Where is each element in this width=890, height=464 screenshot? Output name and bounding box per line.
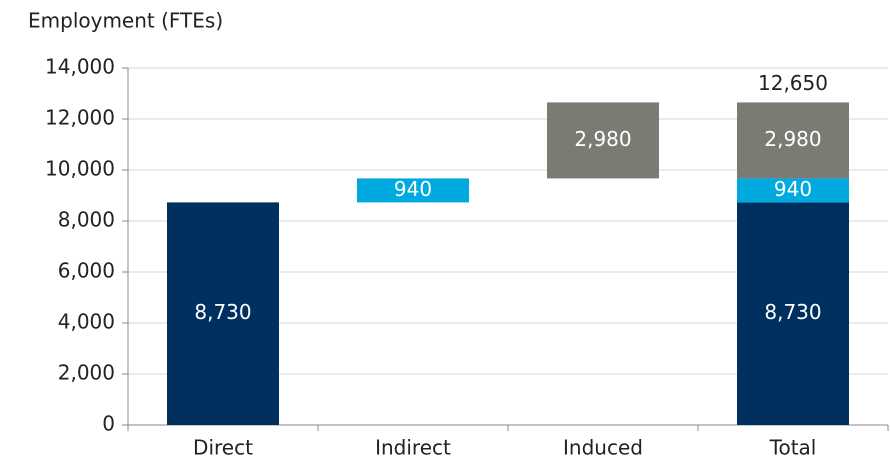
x-tick-label: Total	[769, 436, 817, 460]
y-tick-label: 6,000	[58, 259, 115, 283]
bar-label: 2,980	[764, 127, 821, 151]
bar	[737, 102, 849, 179]
bar	[167, 202, 279, 425]
bar	[737, 178, 849, 203]
bar	[737, 202, 849, 425]
y-tick-label: 4,000	[58, 310, 115, 334]
x-tick-label: Direct	[193, 436, 253, 460]
bar-label: 8,730	[194, 300, 251, 324]
total-label: 12,650	[758, 71, 828, 95]
bar-label: 2,980	[574, 127, 631, 151]
y-tick-label: 14,000	[45, 55, 115, 79]
y-tick-label: 2,000	[58, 361, 115, 385]
y-tick-label: 0	[102, 412, 115, 436]
y-tick-label: 10,000	[45, 157, 115, 181]
bar-label: 940	[774, 177, 812, 201]
y-tick-label: 8,000	[58, 208, 115, 232]
y-tick-label: 12,000	[45, 106, 115, 130]
x-tick-label: Induced	[563, 436, 643, 460]
bar-label: 8,730	[764, 300, 821, 324]
bar	[357, 178, 469, 203]
x-tick-label: Indirect	[375, 436, 451, 460]
y-axis-label: Employment (FTEs)	[28, 9, 223, 33]
bar-label: 940	[394, 177, 432, 201]
bar	[547, 102, 659, 179]
